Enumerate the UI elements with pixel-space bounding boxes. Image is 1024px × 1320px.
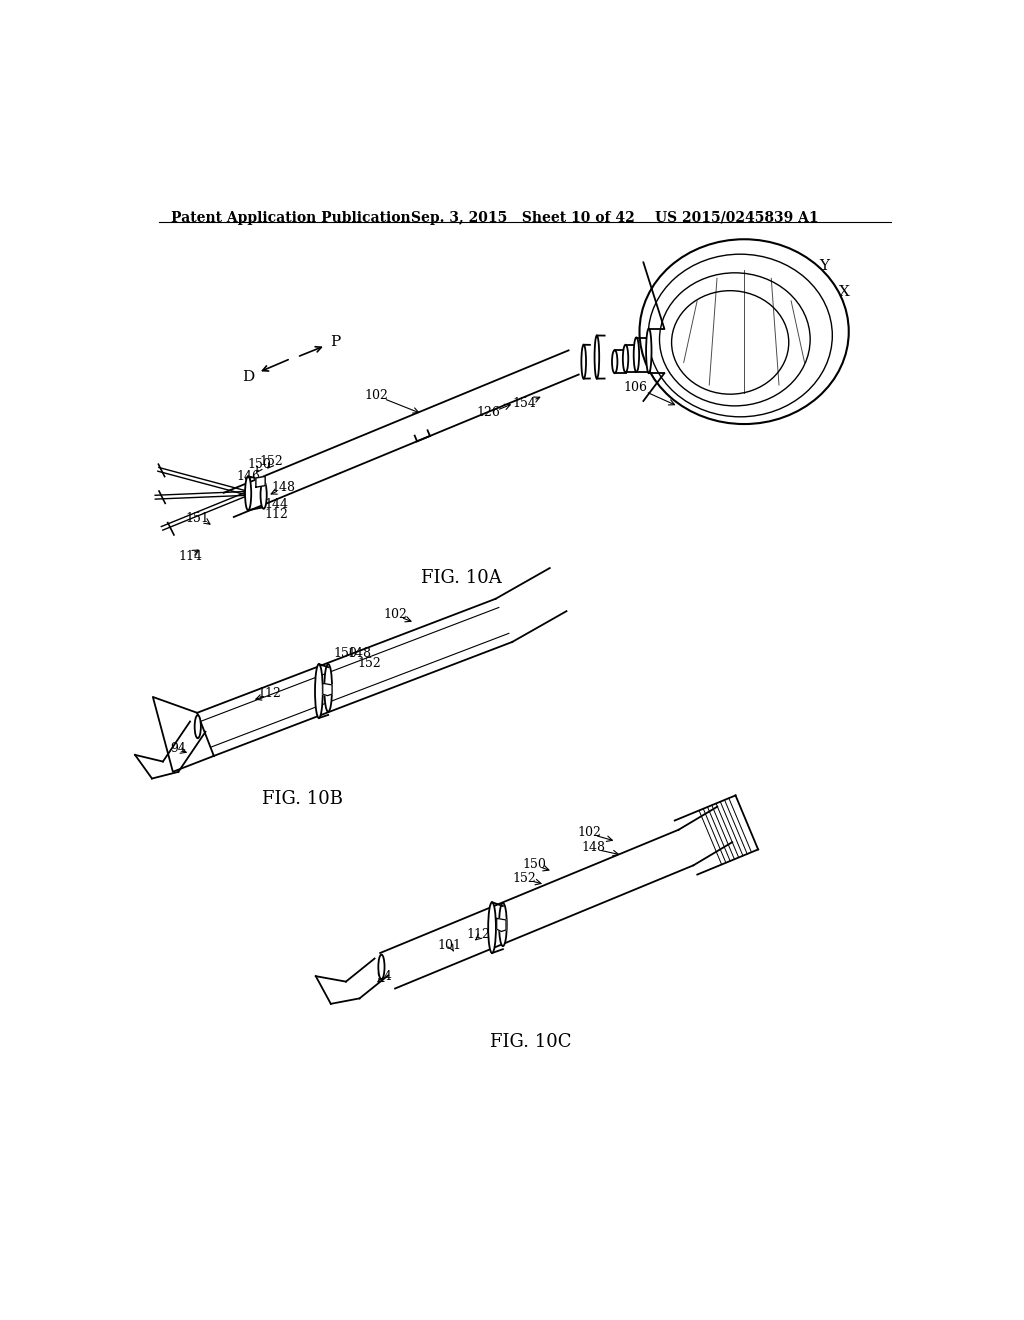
Text: 112: 112: [466, 928, 490, 941]
Text: Sep. 3, 2015   Sheet 10 of 42: Sep. 3, 2015 Sheet 10 of 42: [411, 211, 635, 224]
Text: US 2015/0245839 A1: US 2015/0245839 A1: [655, 211, 818, 224]
Text: 152: 152: [259, 454, 284, 467]
Text: 150: 150: [248, 458, 271, 471]
Ellipse shape: [499, 903, 507, 946]
Text: 146: 146: [237, 470, 260, 483]
Text: 94: 94: [376, 970, 392, 982]
Ellipse shape: [640, 239, 849, 424]
Text: 106: 106: [624, 381, 647, 395]
Text: 102: 102: [365, 389, 388, 403]
Polygon shape: [256, 477, 265, 487]
Text: P: P: [331, 335, 341, 348]
Text: 152: 152: [358, 657, 382, 671]
Polygon shape: [153, 697, 214, 772]
Text: 151: 151: [185, 512, 210, 525]
Text: 102: 102: [383, 607, 408, 620]
Text: X: X: [839, 285, 850, 298]
Text: 102: 102: [578, 826, 601, 840]
Polygon shape: [497, 919, 506, 932]
Text: 148: 148: [271, 480, 295, 494]
Text: 112: 112: [257, 686, 281, 700]
Text: 148: 148: [581, 841, 605, 854]
Text: 148: 148: [347, 647, 371, 660]
Text: Y: Y: [819, 259, 829, 273]
Ellipse shape: [315, 664, 323, 718]
Text: 126: 126: [476, 407, 501, 418]
Ellipse shape: [582, 345, 586, 379]
Text: 150: 150: [333, 647, 357, 660]
Ellipse shape: [488, 903, 496, 953]
Ellipse shape: [378, 954, 385, 979]
Ellipse shape: [195, 715, 201, 738]
Ellipse shape: [646, 329, 651, 374]
Polygon shape: [323, 684, 332, 696]
Ellipse shape: [325, 664, 332, 711]
Ellipse shape: [245, 477, 251, 511]
Text: FIG. 10A: FIG. 10A: [421, 569, 502, 587]
Ellipse shape: [595, 335, 599, 379]
Ellipse shape: [623, 345, 629, 372]
Text: 144: 144: [265, 499, 289, 511]
Text: 112: 112: [265, 508, 289, 521]
Text: Patent Application Publication: Patent Application Publication: [171, 211, 411, 224]
Ellipse shape: [612, 350, 617, 374]
Text: 154: 154: [513, 397, 537, 409]
Text: 94: 94: [170, 742, 186, 755]
Text: 152: 152: [513, 871, 537, 884]
Text: FIG. 10C: FIG. 10C: [490, 1034, 571, 1051]
Text: 114: 114: [178, 550, 202, 564]
Text: 101: 101: [437, 939, 462, 952]
Text: D: D: [242, 370, 254, 384]
Ellipse shape: [634, 338, 639, 372]
Ellipse shape: [260, 480, 266, 508]
Text: 150: 150: [522, 858, 546, 871]
Text: FIG. 10B: FIG. 10B: [262, 791, 343, 808]
